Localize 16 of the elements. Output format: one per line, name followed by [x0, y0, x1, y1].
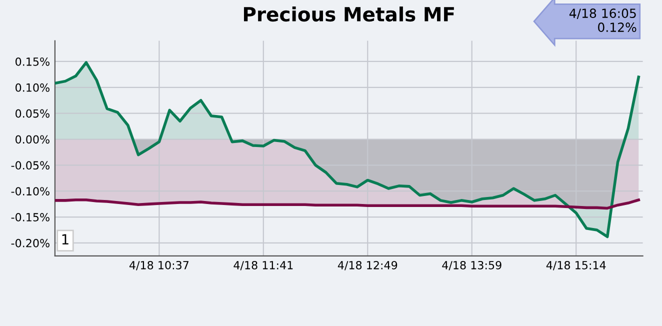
x-tick-label: 4/18 10:37 [129, 260, 188, 270]
y-tick-label: -0.05% [11, 161, 50, 170]
text: 4/18 16:05 0.12% [569, 8, 636, 32]
x-tick-label: 4/18 11:41 [234, 260, 293, 270]
x-tick-label: 4/18 13:59 [442, 260, 502, 270]
y-tick-label: -0.20% [11, 238, 50, 248]
y-tick-label: -0.15% [11, 213, 50, 222]
x-tick-label: 4/18 15:14 [546, 260, 606, 270]
y-tick-label: 0.10% [16, 83, 50, 92]
y-tick-label: 0.15% [16, 57, 50, 66]
chart-title: Precious Metals MF [244, 6, 454, 22]
x-tick-label: 4/18 12:49 [338, 260, 398, 270]
y-tick-label: -0.10% [11, 187, 50, 196]
y-tick-label: 0.05% [16, 109, 50, 118]
y-tick-label: 0.00% [16, 135, 50, 144]
annotation: 1 [62, 234, 68, 244]
